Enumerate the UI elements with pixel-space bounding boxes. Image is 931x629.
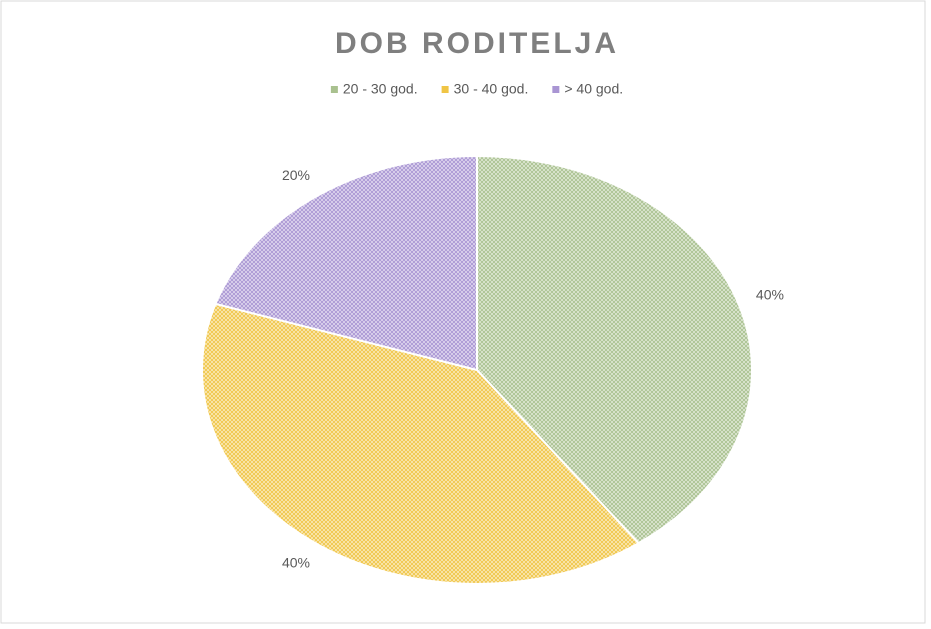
pie-slice [476, 154, 753, 545]
pie-slice [214, 154, 478, 372]
data-label: 40% [756, 287, 784, 303]
legend-marker [552, 86, 560, 93]
legend-marker [441, 86, 449, 93]
legend: 20 - 30 god. 30 - 40 god. > 40 god. [330, 81, 623, 97]
chart-title: DOB RODITELJA [335, 27, 619, 60]
legend-label: 20 - 30 god. [343, 81, 418, 97]
data-label: 20% [282, 167, 310, 183]
legend-marker [330, 86, 338, 93]
data-label: 40% [282, 555, 310, 571]
pie-slice [201, 302, 641, 585]
legend-label: > 40 god. [564, 81, 623, 97]
legend-label: 30 - 40 god. [454, 81, 529, 97]
